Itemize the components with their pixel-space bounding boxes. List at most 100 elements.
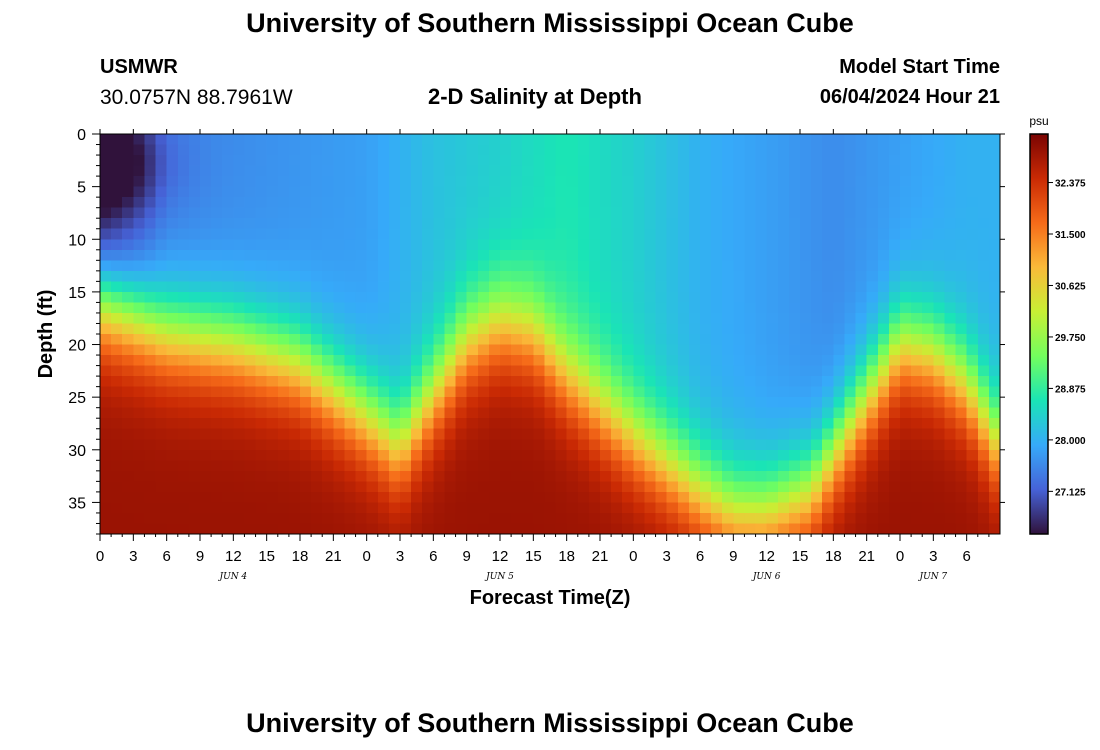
heatmap-cell [177, 323, 190, 335]
heatmap-cell [688, 439, 701, 451]
heatmap-cell [288, 365, 301, 377]
heatmap-cell [366, 302, 379, 314]
heatmap-cell [988, 355, 1001, 367]
heatmap-cell [788, 407, 801, 419]
heatmap-cell [466, 428, 479, 440]
heatmap-cell [177, 249, 190, 261]
heatmap-cell [511, 344, 523, 356]
heatmap-cell [533, 312, 546, 325]
heatmap-cell [488, 239, 501, 251]
heatmap-cell [600, 470, 612, 482]
heatmap-cell [400, 155, 412, 167]
heatmap-cell [655, 407, 668, 419]
heatmap-cell [744, 312, 757, 325]
heatmap-cell [211, 428, 223, 440]
heatmap-cell [855, 386, 868, 398]
heatmap-cell [611, 407, 623, 419]
heatmap-cell [166, 134, 179, 146]
heatmap-cell [200, 228, 212, 240]
heatmap-cell [422, 144, 434, 156]
heatmap-cell [711, 176, 723, 188]
heatmap-cell [577, 270, 590, 282]
heatmap-cell [800, 428, 812, 440]
heatmap-cell [588, 428, 601, 440]
heatmap-cell [877, 502, 890, 514]
heatmap-cell [666, 218, 679, 230]
heatmap-cell [144, 207, 157, 219]
heatmap-cell [644, 134, 657, 146]
heatmap-cell [600, 144, 612, 156]
heatmap-cell [155, 449, 168, 461]
heatmap-cell [777, 165, 790, 177]
colorbar-tick-label: 32.375 [1055, 179, 1086, 190]
heatmap-cell [400, 512, 412, 525]
heatmap-cell [244, 249, 257, 261]
heatmap-cell [955, 334, 968, 346]
heatmap-cell [622, 312, 634, 325]
heatmap-cell [811, 355, 823, 367]
heatmap-cell [288, 397, 301, 409]
heatmap-cell [622, 144, 634, 156]
heatmap-cell [877, 355, 890, 367]
heatmap-cell [711, 407, 723, 419]
heatmap-cell [466, 260, 479, 272]
heatmap-cell [833, 428, 846, 440]
heatmap-cell [188, 134, 201, 146]
heatmap-cell [855, 355, 868, 367]
heatmap-cell [888, 439, 901, 451]
heatmap-cell [411, 491, 423, 504]
heatmap-cell [344, 176, 357, 188]
heatmap-cell [788, 386, 801, 398]
heatmap-cell [711, 291, 723, 304]
heatmap-cell [466, 334, 479, 346]
heatmap-cell [177, 239, 190, 251]
heatmap-cell [511, 176, 523, 188]
heatmap-cell [877, 365, 890, 377]
heatmap-cell [400, 407, 412, 419]
heatmap-cell [911, 523, 923, 535]
heatmap-cell [711, 281, 723, 293]
heatmap-cell [666, 302, 679, 314]
heatmap-cell [744, 397, 757, 409]
heatmap-cell [955, 281, 968, 293]
heatmap-cell [844, 134, 857, 146]
heatmap-cell [955, 218, 968, 230]
heatmap-cell [622, 481, 634, 493]
heatmap-cell [500, 428, 512, 440]
heatmap-cell [900, 281, 912, 293]
heatmap-cell [211, 355, 223, 367]
heatmap-cell [955, 365, 968, 377]
heatmap-cell [700, 312, 712, 325]
heatmap-cell [100, 386, 112, 398]
heatmap-cell [388, 334, 401, 346]
heatmap-cell [566, 239, 579, 251]
heatmap-cell [177, 312, 190, 325]
heatmap-cell [155, 407, 168, 419]
heatmap-cell [677, 323, 690, 335]
heatmap-cell [833, 218, 846, 230]
heatmap-cell [155, 323, 168, 335]
heatmap-cell [900, 312, 912, 325]
heatmap-cell [544, 207, 557, 219]
heatmap-cell [144, 418, 157, 430]
heatmap-cell [200, 281, 212, 293]
heatmap-cell [122, 281, 134, 293]
heatmap-cell [133, 386, 146, 398]
heatmap-cell [266, 344, 279, 356]
colorbar [1029, 133, 1049, 535]
heatmap-cell [466, 186, 479, 198]
heatmap-cell [711, 228, 723, 240]
heatmap-cell [677, 207, 690, 219]
heatmap-cell [111, 323, 123, 335]
heatmap-cell [888, 312, 901, 325]
heatmap-cell [433, 449, 446, 461]
heatmap-cell [577, 291, 590, 304]
heatmap-cell [711, 418, 723, 430]
heatmap-cell [655, 239, 668, 251]
heatmap-cell [211, 418, 223, 430]
heatmap-cell [333, 302, 346, 314]
heatmap-cell [266, 270, 279, 282]
heatmap-cell [500, 207, 512, 219]
heatmap-cell [488, 302, 501, 314]
heatmap-cell [555, 334, 568, 346]
